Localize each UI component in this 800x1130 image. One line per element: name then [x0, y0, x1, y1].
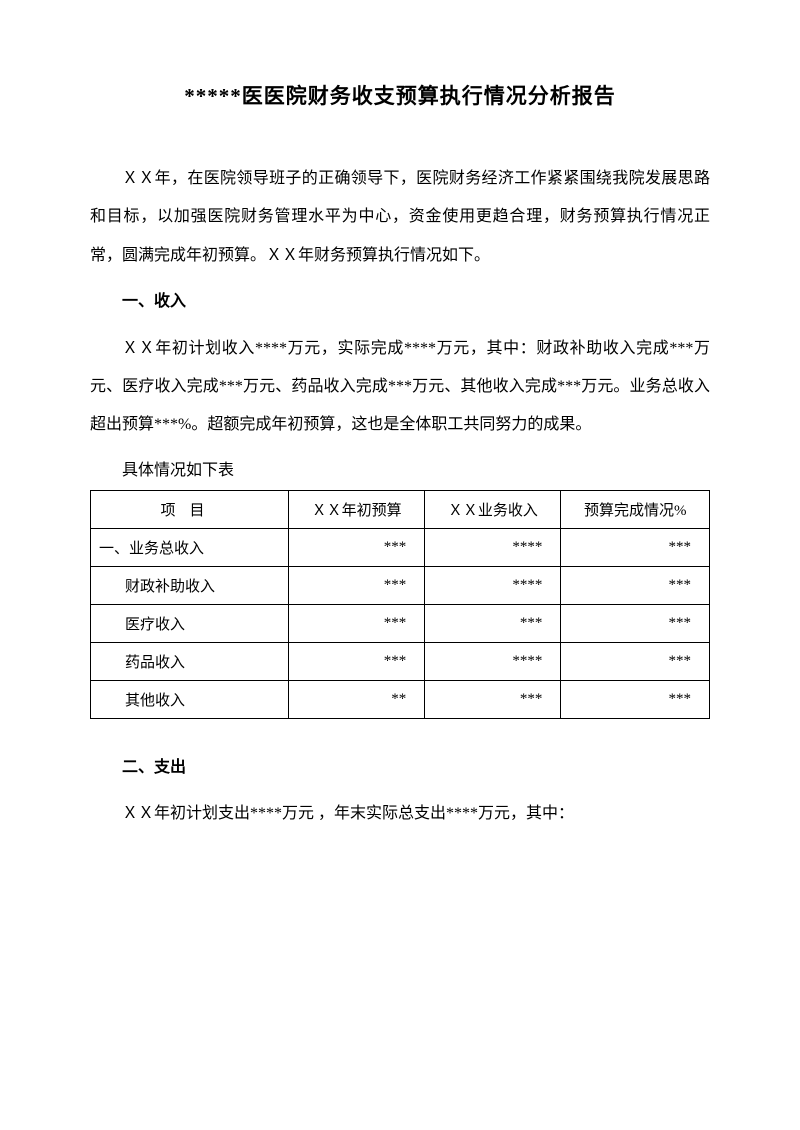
table-row: 一、业务总收入 *** **** *** — [91, 528, 710, 566]
cell-pct: *** — [561, 642, 710, 680]
table-header-row: 项目 ＸＸ年初预算 ＸＸ业务收入 预算完成情况% — [91, 490, 710, 528]
col-header-item: 项目 — [91, 490, 289, 528]
table-row: 其他收入 ** *** *** — [91, 680, 710, 718]
section1-paragraph: ＸＸ年初计划收入****万元，实际完成****万元，其中：财政补助收入完成***… — [90, 330, 710, 445]
row-label: 药品收入 — [91, 642, 289, 680]
section2-heading: 二、支出 — [90, 749, 710, 787]
section1-heading: 一、收入 — [90, 283, 710, 321]
table-row: 财政补助收入 *** **** *** — [91, 566, 710, 604]
cell-pct: *** — [561, 566, 710, 604]
cell-revenue: **** — [425, 566, 561, 604]
row-label: 财政补助收入 — [91, 566, 289, 604]
cell-budget: ** — [289, 680, 425, 718]
row-label: 医疗收入 — [91, 604, 289, 642]
cell-revenue: **** — [425, 528, 561, 566]
cell-budget: *** — [289, 604, 425, 642]
income-table: 项目 ＸＸ年初预算 ＸＸ业务收入 预算完成情况% 一、业务总收入 *** ***… — [90, 490, 710, 719]
cell-revenue: *** — [425, 680, 561, 718]
cell-budget: *** — [289, 566, 425, 604]
table-row: 医疗收入 *** *** *** — [91, 604, 710, 642]
report-title: *****医医院财务收支预算执行情况分析报告 — [90, 80, 710, 110]
cell-revenue: **** — [425, 642, 561, 680]
row-label: 一、业务总收入 — [91, 528, 289, 566]
cell-budget: *** — [289, 528, 425, 566]
table-intro: 具体情况如下表 — [90, 453, 710, 488]
cell-pct: *** — [561, 528, 710, 566]
table-row: 药品收入 *** **** *** — [91, 642, 710, 680]
cell-pct: *** — [561, 604, 710, 642]
section2-paragraph: ＸＸ年初计划支出****万元 ，年末实际总支出****万元，其中： — [90, 795, 710, 833]
col-header-pct: 预算完成情况% — [561, 490, 710, 528]
cell-pct: *** — [561, 680, 710, 718]
cell-budget: *** — [289, 642, 425, 680]
intro-paragraph: ＸＸ年，在医院领导班子的正确领导下，医院财务经济工作紧紧围绕我院发展思路和目标，… — [90, 160, 710, 275]
cell-revenue: *** — [425, 604, 561, 642]
row-label: 其他收入 — [91, 680, 289, 718]
col-header-budget: ＸＸ年初预算 — [289, 490, 425, 528]
col-header-revenue: ＸＸ业务收入 — [425, 490, 561, 528]
